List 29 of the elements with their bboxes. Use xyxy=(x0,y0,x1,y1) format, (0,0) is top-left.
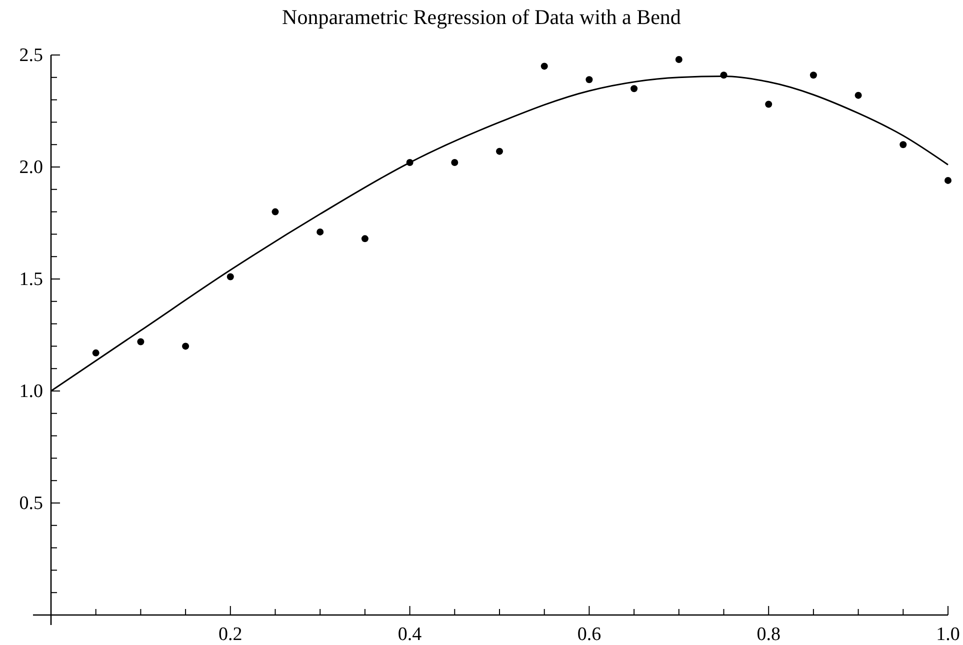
point xyxy=(586,76,593,84)
point xyxy=(900,141,907,148)
y-tick-label: 0.5 xyxy=(19,493,43,514)
chart-title: Nonparametric Regression of Data with a Bend xyxy=(282,5,682,29)
y-tick-label: 2.5 xyxy=(19,45,43,66)
point xyxy=(361,235,368,242)
point xyxy=(451,159,458,166)
point xyxy=(944,176,952,184)
x-tick-label: 0.8 xyxy=(756,624,780,645)
point xyxy=(854,92,862,99)
point xyxy=(630,85,638,92)
x-tick-label: 0.6 xyxy=(577,624,602,645)
point xyxy=(810,72,817,79)
point xyxy=(765,100,772,108)
point xyxy=(540,62,548,70)
point xyxy=(137,338,144,346)
point xyxy=(496,148,503,155)
y-tick-label: 1.5 xyxy=(19,269,43,290)
y-tick-label: 1.0 xyxy=(19,381,43,402)
point xyxy=(182,342,190,350)
x-tick-label: 0.4 xyxy=(398,624,422,645)
point xyxy=(675,56,682,63)
point xyxy=(226,273,234,280)
point xyxy=(92,349,100,356)
point xyxy=(272,208,279,216)
point xyxy=(316,228,324,236)
x-tick-label: 0.2 xyxy=(218,624,242,645)
x-tick-label: 1.0 xyxy=(936,624,960,645)
y-tick-label: 2.0 xyxy=(19,157,43,178)
